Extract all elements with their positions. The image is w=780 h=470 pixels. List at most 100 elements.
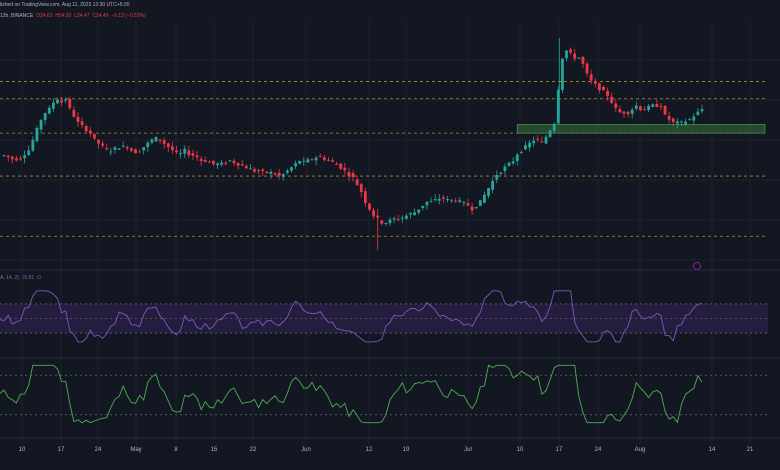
candle-body-down [19, 158, 22, 160]
candle-body-up [511, 161, 515, 164]
candle-body-up [64, 99, 68, 101]
candle-body-up [314, 157, 318, 161]
candle-body-down [441, 197, 445, 199]
x-tick-label: 24 [95, 447, 102, 453]
candle-body-down [573, 53, 577, 59]
rsi-legend: A, 14, 2) 56.81 ∅ [0, 275, 41, 281]
x-tick-label: 10 [517, 447, 524, 453]
candle-body-down [536, 138, 540, 140]
candle-body-up [544, 136, 548, 144]
candle-body-down [84, 126, 88, 132]
candle-body-up [528, 142, 531, 148]
candle-body-down [569, 49, 573, 53]
candle-body-up [298, 161, 302, 164]
candle-body-up [499, 172, 503, 174]
candle-body-down [105, 148, 109, 150]
candle-body-down [466, 203, 470, 206]
candle-body-up [388, 219, 392, 224]
candle-body-down [614, 103, 618, 108]
candle-body-up [183, 148, 187, 154]
candle-body-down [331, 160, 334, 162]
candle-body-down [68, 98, 72, 108]
candle-body-down [351, 173, 355, 177]
candle-body-up [23, 155, 27, 159]
candle-body-down [343, 167, 347, 171]
support-zone-box [516, 124, 766, 134]
candle-body-down [277, 172, 281, 176]
candle-body-up [680, 121, 683, 123]
oscillator-line [0, 364, 703, 424]
x-tick-label: Aug [635, 447, 646, 453]
event-marker-icon[interactable] [693, 262, 701, 270]
candle-body-up [487, 188, 490, 196]
candle-body-up [405, 215, 408, 219]
candle-body-down [60, 100, 63, 103]
candle-body-up [285, 170, 289, 173]
symbol-text: 12h, BINANCE [0, 13, 34, 19]
candle-body-up [548, 130, 552, 138]
candle-body-up [117, 148, 121, 150]
candle-body-down [671, 118, 675, 123]
x-tick-label: 17 [556, 447, 563, 453]
candle-body-up [154, 136, 158, 142]
candle-body-down [171, 146, 174, 151]
candle-body-down [175, 150, 178, 153]
candle-body-down [129, 148, 133, 151]
candle-body-down [643, 109, 646, 111]
candle-body-down [667, 115, 671, 120]
x-tick-label: Jul [464, 447, 472, 453]
candle-body-down [610, 96, 614, 104]
candle-body-down [318, 156, 322, 158]
change-value: −0.13 (−0.53%) [111, 13, 146, 19]
x-tick-label: 10 [19, 447, 26, 453]
candle-body-down [134, 149, 137, 154]
candle-body-down [626, 111, 630, 115]
candle-body-down [597, 83, 601, 91]
candle-body-down [257, 170, 261, 172]
candle-body-up [647, 105, 651, 110]
candle-body-up [684, 121, 687, 125]
candle-body-up [31, 139, 35, 151]
candle-body-down [232, 160, 236, 164]
x-tick-label: 14 [709, 447, 716, 453]
candle-body-down [322, 157, 326, 161]
candle-body-down [593, 81, 597, 84]
published-line: lished on TradingView.com, Aug 11, 2023 … [0, 2, 130, 8]
candle-body-up [249, 168, 252, 170]
candle-body-up [121, 145, 125, 147]
rsi-label: A, 14, 2) [0, 275, 19, 281]
candle-body-up [150, 139, 154, 143]
candle-body-down [347, 172, 351, 177]
candle-body-up [483, 194, 486, 203]
candle-body-down [540, 141, 544, 143]
candle-body-down [327, 159, 330, 161]
candle-body-up [228, 160, 232, 162]
candle-body-up [429, 201, 433, 203]
candle-body-up [446, 199, 449, 201]
candle-body-up [515, 154, 519, 161]
event-marker[interactable] [693, 262, 701, 270]
candle-body-up [524, 145, 527, 150]
candle-body-down [253, 169, 256, 172]
candle-body-down [470, 206, 474, 211]
candle-body-down [335, 164, 339, 166]
candle-body-up [294, 163, 297, 167]
candle-body-up [56, 99, 59, 104]
candle-body-up [113, 147, 117, 150]
candle-body-up [556, 89, 560, 124]
candle-body-up [692, 116, 696, 121]
candle-body-down [224, 162, 228, 164]
candle-body-up [675, 121, 679, 124]
candle-body-up [474, 206, 478, 209]
candle-body-up [532, 140, 536, 144]
candle-body-up [142, 147, 146, 151]
candle-body-up [146, 142, 150, 148]
x-tick-label: 22 [250, 447, 257, 453]
price-levels [0, 81, 768, 237]
candle-body-up [696, 111, 700, 115]
candle-body-up [450, 199, 453, 201]
x-tick-label: 15 [211, 447, 218, 453]
rsi-line [0, 290, 703, 343]
candle-body-up [495, 175, 499, 180]
